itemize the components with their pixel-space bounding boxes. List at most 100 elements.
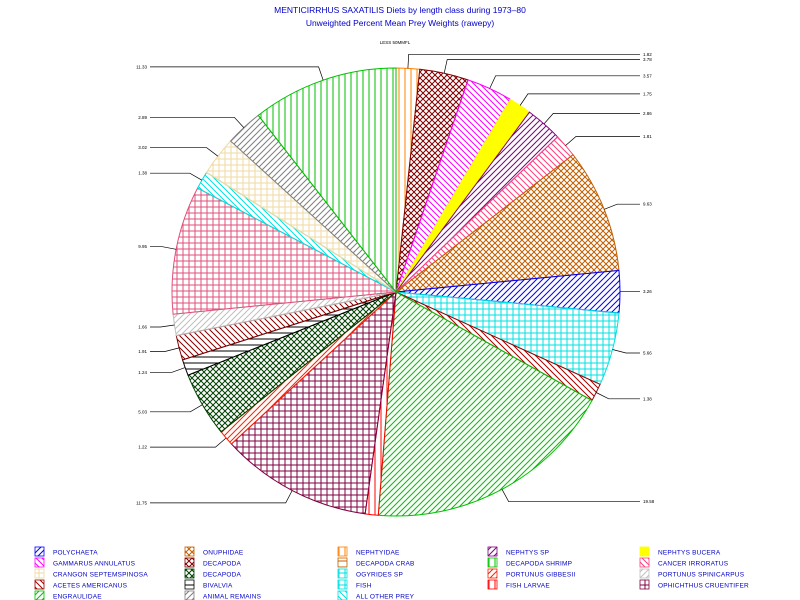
- slice-value-label: 11.75: [136, 500, 147, 505]
- legend-item: BIVALVIA: [184, 579, 233, 590]
- legend-label: NEPHTYS SP: [506, 550, 549, 557]
- legend-label: PORTUNUS SPINICARPUS: [658, 572, 745, 579]
- legend-label: CANCER IRRORATUS: [658, 561, 729, 568]
- legend-swatch: [337, 568, 348, 579]
- slice-value-label: 2.86: [643, 111, 652, 116]
- slice-value-label: 19.58: [643, 499, 655, 504]
- legend-label: DECAPODA: [203, 561, 242, 568]
- slice-label: 2.89: [138, 115, 245, 128]
- legend-item: ALL OTHER PREY: [337, 590, 414, 600]
- legend-label: POLYCHAETA: [53, 550, 98, 557]
- legend-item: NEPHTYIDAE: [337, 546, 400, 557]
- chart-subtitle: Unweighted Percent Mean Prey Weights (ra…: [306, 18, 495, 28]
- slice-label: 9.63: [604, 202, 652, 210]
- legend-item: NEPHTYS BUCERA: [639, 546, 721, 557]
- slice-label: 3.26: [620, 289, 652, 294]
- legend-item: ONUPHIDAE: [184, 546, 244, 557]
- legend-item: OGYRIDES SP: [337, 568, 403, 579]
- pie-slices: [171, 67, 621, 517]
- legend-swatch: [487, 546, 498, 557]
- slice-value-label: 5.03: [138, 409, 147, 414]
- slice-value-label: 1.22: [138, 445, 147, 450]
- legend-label: FISH LARVAE: [506, 583, 550, 590]
- legend-label: NEPHTYIDAE: [356, 550, 400, 557]
- slice-label: 1.38: [596, 392, 652, 401]
- legend-swatch: [337, 546, 348, 557]
- legend-item: FISH: [337, 579, 372, 590]
- slice-label: 1.82: [407, 52, 652, 69]
- legend-swatch: [184, 590, 195, 600]
- slice-value-label: 11.33: [136, 64, 147, 69]
- top-note: LESS 50MMFL: [380, 40, 411, 45]
- slice-value-label: 3.78: [643, 57, 652, 62]
- legend-label: DECAPODA: [203, 572, 242, 579]
- legend-label: NEPHTYS BUCERA: [658, 550, 721, 557]
- legend-item: FISH LARVAE: [487, 579, 550, 590]
- slice-value-label: 2.89: [138, 115, 147, 120]
- legend-swatch: [34, 546, 45, 557]
- legend-item: CRANGON SEPTEMSPINOSA: [34, 568, 148, 579]
- legend-swatch: [487, 557, 498, 568]
- slice-onuphidae: [394, 154, 620, 293]
- legend-swatch: [487, 568, 498, 579]
- slice-value-label: 1.66: [138, 325, 147, 330]
- legend-label: BIVALVIA: [203, 583, 233, 590]
- legend-swatch: [337, 579, 348, 590]
- legend-item: DECAPODA CRAB: [337, 557, 415, 568]
- slice-portunus-gibbesii-2: [171, 187, 398, 315]
- slice-value-label: 9.63: [643, 202, 652, 207]
- slice-label: 9.95: [138, 244, 177, 250]
- legend-item: ACETES AMERICANUS: [34, 579, 128, 590]
- slice-label: 1.66: [138, 325, 175, 330]
- legend-swatch: [184, 546, 195, 557]
- slice-label: 1.75: [519, 91, 652, 106]
- legend-label: PORTUNUS GIBBESII: [506, 572, 575, 579]
- legend-item: CANCER IRRORATUS: [639, 557, 729, 568]
- legend-item: POLYCHAETA: [34, 546, 98, 557]
- slice-value-label: 1.24: [138, 370, 147, 375]
- slice-value-label: 3.26: [643, 289, 652, 294]
- slice-label: 11.33: [136, 64, 324, 81]
- legend-label: ACETES AMERICANUS: [53, 583, 128, 590]
- slice-label: 1.38: [138, 171, 203, 181]
- slice-label: 5.66: [612, 349, 652, 356]
- slice-value-label: 1.75: [643, 91, 652, 96]
- legend-swatch: [639, 568, 650, 579]
- slice-label: 1.22: [138, 437, 227, 450]
- slice-label: 11.75: [136, 490, 293, 505]
- slice-label: 1.91: [138, 347, 180, 354]
- slice-value-label: 5.66: [643, 351, 652, 356]
- slice-value-label: 1.38: [643, 396, 652, 401]
- legend-swatch: [639, 579, 650, 590]
- slice-label: 3.57: [489, 73, 652, 89]
- legend-item: ANIMAL REMAINS: [184, 590, 262, 600]
- legend-label: CRANGON SEPTEMSPINOSA: [53, 572, 148, 579]
- slice-value-label: 1.81: [643, 134, 652, 139]
- slice-label: 1.81: [565, 134, 652, 146]
- slice-label: 19.58: [501, 489, 655, 504]
- slice-label: 3.02: [138, 145, 219, 157]
- legend-label: GAMMARUS ANNULATUS: [53, 561, 136, 568]
- slice-ophichthus-cruentifer: [230, 290, 397, 515]
- slice-label: 5.03: [138, 404, 203, 414]
- slice-engraulidae: [377, 291, 593, 517]
- slice-value-label: 3.02: [138, 145, 147, 150]
- legend-label: ANIMAL REMAINS: [203, 594, 262, 600]
- legend-swatch: [34, 590, 45, 600]
- legend-item: GAMMARUS ANNULATUS: [34, 557, 136, 568]
- legend-swatch: [34, 579, 45, 590]
- legend-swatch: [184, 557, 195, 568]
- legend-item: DECAPODA SHRIMP: [487, 557, 572, 568]
- legend-item: DECAPODA: [184, 557, 242, 568]
- legend-label: DECAPODA CRAB: [356, 561, 415, 568]
- legend-swatch: [337, 590, 348, 600]
- legend-label: ENGRAULIDAE: [53, 594, 102, 600]
- slice-label: 3.78: [443, 57, 652, 74]
- slice-value-label: 1.82: [643, 52, 652, 57]
- legend-swatch: [34, 557, 45, 568]
- legend-label: FISH: [356, 583, 372, 590]
- slice-labels: 1.823.78 3.57 1.75 2.86 1.81 9.63 3.26 5.66 1.38…: [136, 52, 655, 506]
- legend-item: PORTUNUS SPINICARPUS: [639, 568, 745, 579]
- legend-swatch: [34, 568, 45, 579]
